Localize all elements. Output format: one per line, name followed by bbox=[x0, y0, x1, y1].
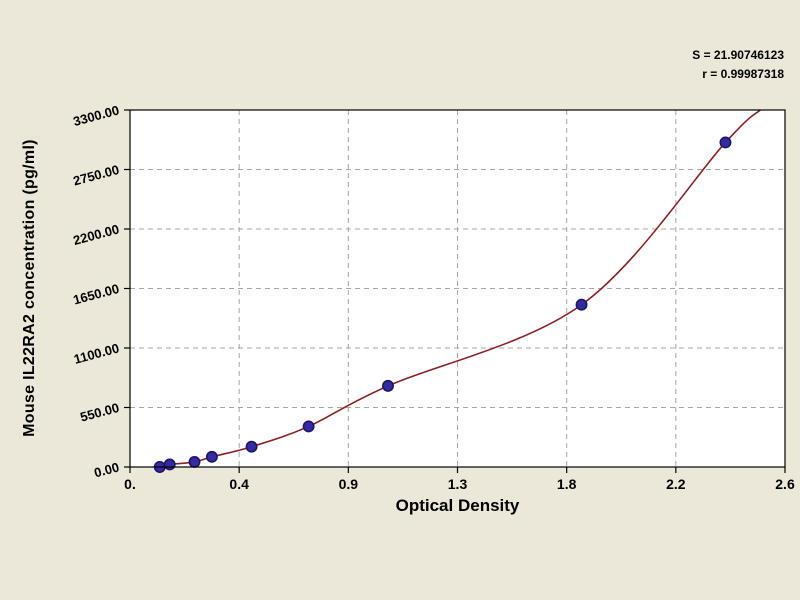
x-axis-title: Optical Density bbox=[395, 496, 520, 515]
x-tick-label: 0.9 bbox=[339, 476, 359, 492]
data-point bbox=[382, 379, 394, 392]
data-point bbox=[163, 458, 176, 471]
x-tick-label: 1.3 bbox=[448, 476, 468, 492]
x-tick-label: 1.8 bbox=[557, 476, 577, 492]
y-tick-label: 2200.00 bbox=[71, 221, 120, 248]
data-point bbox=[575, 298, 588, 311]
y-tick-label: 550.00 bbox=[78, 400, 120, 425]
x-tick-label: 2.6 bbox=[775, 476, 795, 492]
data-point bbox=[188, 455, 201, 468]
data-point bbox=[719, 136, 732, 149]
fit-statistic-r: r = 0.99987318 bbox=[702, 67, 784, 81]
data-point bbox=[205, 450, 218, 463]
fit-statistics: S = 21.90746123 r = 0.99987318 bbox=[692, 46, 784, 84]
y-tick-label: 3300.00 bbox=[71, 102, 120, 129]
y-tick-label: 2750.00 bbox=[71, 162, 120, 189]
y-tick-label: 1100.00 bbox=[72, 340, 121, 366]
fit-statistic-s: S = 21.90746123 bbox=[692, 48, 784, 62]
y-axis-title: Mouse IL22RA2 concentration (pg/ml) bbox=[21, 139, 38, 437]
y-tick-label: 1650.00 bbox=[71, 281, 120, 308]
data-point bbox=[302, 420, 315, 433]
x-tick-label: 2.2 bbox=[666, 476, 686, 492]
data-point bbox=[245, 440, 258, 453]
y-tick-label: 0.00 bbox=[92, 459, 120, 480]
x-tick-label: 0.4 bbox=[229, 476, 249, 492]
x-tick-label: 0. bbox=[124, 476, 136, 492]
